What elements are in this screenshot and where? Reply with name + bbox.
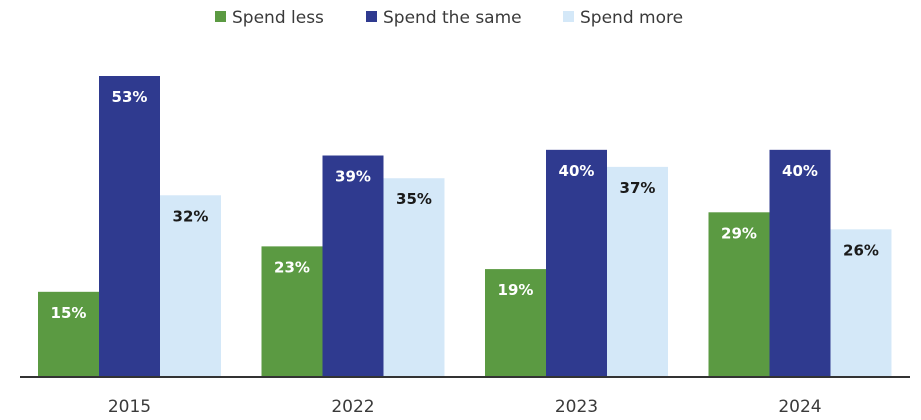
data-label-spend-more-2024: 26% — [843, 241, 879, 259]
bar-spend-less-2023 — [485, 269, 546, 377]
bar-labels: 15% 53% 32% 23% 39% 35% 19% 40% 37% 29% 40% 26% — [51, 88, 879, 322]
bar-spend-the-same-2023 — [546, 149, 607, 377]
x-tick-label-2015: 2015 — [108, 397, 151, 417]
data-label-spend-more-2015: 32% — [173, 207, 209, 225]
data-label-spend-less-2015: 15% — [51, 304, 87, 322]
bar-spend-the-same-2022 — [322, 155, 384, 377]
legend-swatch-spend-more — [563, 11, 574, 22]
bar-spend-less-2022 — [261, 246, 323, 377]
legend-swatch-spend-the-same — [366, 11, 377, 22]
bar-spend-the-same-2024 — [769, 149, 831, 377]
legend-swatch-spend-less — [215, 11, 226, 22]
data-label-spend-more-2022: 35% — [396, 190, 432, 208]
bar-spend-more-2015 — [160, 195, 221, 377]
legend-label-spend-the-same: Spend the same — [383, 8, 522, 28]
data-label-spend-the-same-2022: 39% — [335, 168, 371, 186]
data-label-spend-the-same-2023: 40% — [559, 162, 595, 180]
data-label-spend-less-2022: 23% — [274, 258, 310, 276]
legend-label-spend-less: Spend less — [232, 8, 324, 28]
bar-spend-more-2023 — [607, 166, 668, 377]
data-label-spend-the-same-2015: 53% — [112, 88, 148, 106]
bar-spend-the-same-2015 — [99, 76, 160, 377]
x-tick-label-2024: 2024 — [778, 397, 821, 417]
bar-spend-less-2024 — [708, 212, 770, 377]
legend-label-spend-more: Spend more — [580, 8, 683, 28]
x-tick-labels: 2015 2022 2023 2024 — [108, 397, 822, 417]
x-tick-label-2022: 2022 — [331, 397, 374, 417]
legend: Spend less Spend the same Spend more — [215, 8, 683, 28]
bar-spend-more-2022 — [383, 178, 445, 377]
x-tick-label-2023: 2023 — [555, 397, 598, 417]
data-label-spend-more-2023: 37% — [620, 179, 656, 197]
bars — [38, 76, 892, 377]
bar-spend-less-2015 — [38, 291, 99, 377]
data-label-spend-less-2024: 29% — [721, 224, 757, 242]
data-label-spend-the-same-2024: 40% — [782, 162, 818, 180]
bar-spend-more-2024 — [830, 229, 892, 377]
data-label-spend-less-2023: 19% — [498, 281, 534, 299]
